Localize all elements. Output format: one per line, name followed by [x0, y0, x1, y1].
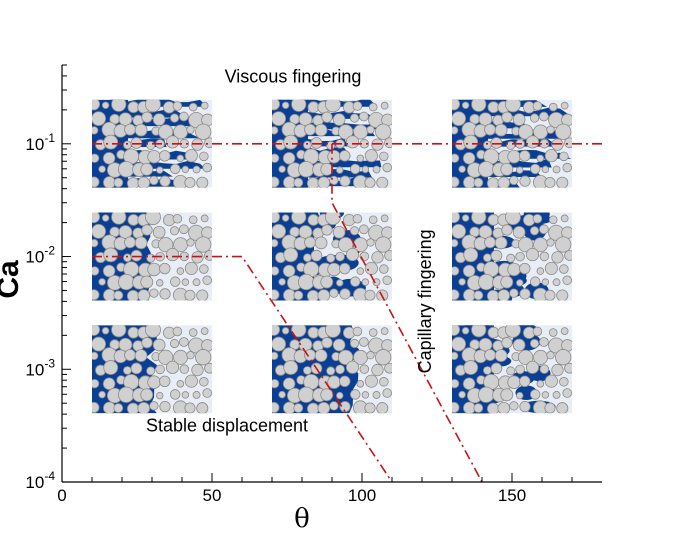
x-axis-title: θ: [294, 504, 310, 534]
regime-boundaries: [92, 142, 602, 483]
boundary-line-3: [331, 143, 483, 483]
x-tick-label: 100: [348, 486, 376, 505]
axes: 0 50 100 150 10-4 10-3 10-2 10-1 θ Ca: [0, 64, 602, 534]
snapshot-capillary: [452, 212, 572, 301]
x-tick-label: 150: [498, 486, 526, 505]
y-tick-label: 10-2: [25, 244, 55, 267]
annotation-2: Capillary fingering: [415, 229, 435, 373]
y-axis-title: Ca: [0, 260, 25, 299]
snapshot-viscous: [92, 99, 212, 188]
snapshot-capillary: [452, 325, 572, 414]
annotation-3: Stable displacement: [146, 416, 308, 436]
snapshot-capillary: [272, 212, 392, 301]
x-tick-label: 0: [57, 486, 66, 505]
snapshot-stable: [272, 325, 392, 414]
boundary-line-2: [92, 255, 393, 483]
y-tick-label: 10-3: [25, 356, 55, 379]
annotations: Viscous fingering Capillary fingering Stab…: [146, 66, 435, 435]
y-tick-label: 10-4: [25, 469, 55, 492]
y-tick-label: 10-1: [25, 131, 55, 154]
snapshot-stable: [92, 325, 212, 414]
annotation-1: Viscous fingering: [225, 66, 362, 86]
x-tick-label: 50: [203, 486, 222, 505]
